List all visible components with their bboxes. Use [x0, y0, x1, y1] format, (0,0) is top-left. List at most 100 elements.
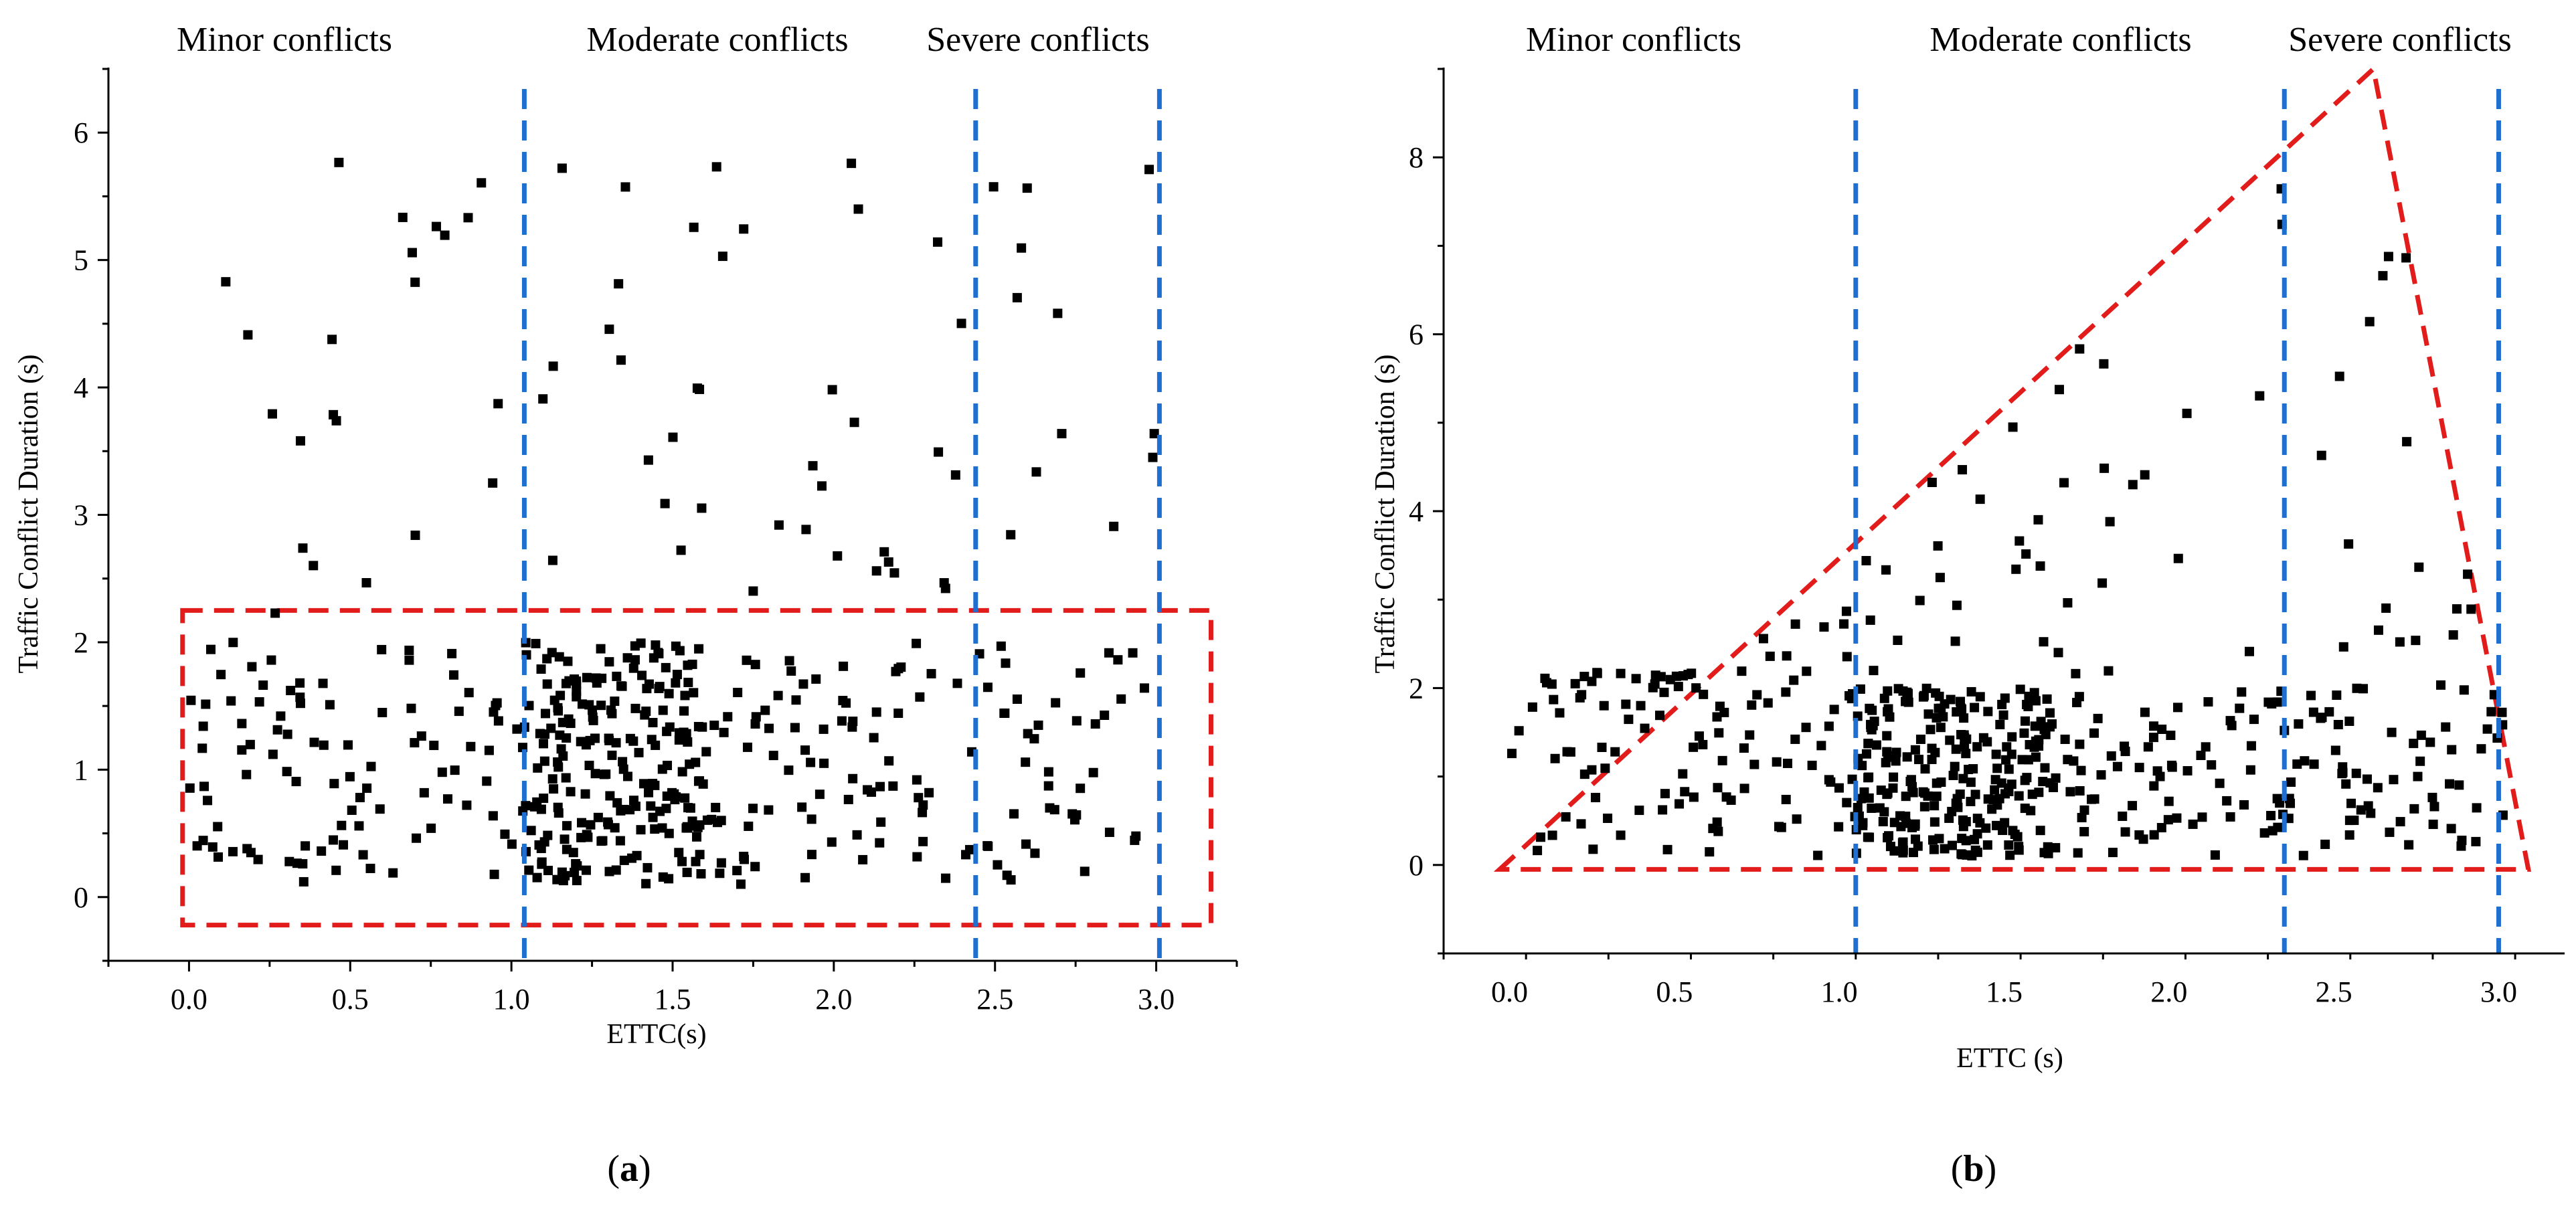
data-point-a [507, 839, 517, 849]
data-point-a [806, 757, 816, 767]
data-point-b [1972, 742, 1982, 752]
data-point-a [940, 583, 950, 593]
data-point-a [186, 695, 196, 705]
data-point-b [2001, 755, 2011, 765]
data-point-a [680, 690, 690, 701]
data-point-a [683, 677, 693, 687]
data-point-a [462, 800, 472, 810]
data-point-b [2385, 827, 2395, 837]
data-point-a [1090, 719, 1100, 729]
data-point-a [1002, 870, 1012, 880]
data-point-b [2337, 769, 2347, 779]
data-point-a [924, 787, 934, 798]
data-point-a [561, 773, 571, 783]
data-point-b [2215, 778, 2225, 788]
data-point-b [2004, 764, 2014, 774]
data-point-b [1747, 700, 1757, 710]
data-point-a [691, 856, 701, 866]
data-point-b [1807, 760, 1817, 770]
y-tick-label-a: 5 [74, 244, 88, 277]
data-point-b [2411, 636, 2421, 646]
x-tick-label-b: 1.5 [1986, 976, 2023, 1008]
data-point-b [1883, 686, 1893, 696]
data-point-b [1665, 674, 1675, 684]
data-point-b [2093, 713, 2103, 723]
data-point-a [682, 867, 692, 877]
data-point-a [817, 481, 827, 491]
data-point-a [655, 806, 665, 816]
data-point-a [654, 649, 664, 659]
y-axis-label-a: Traffic Conflict Duration (s) [13, 354, 44, 673]
data-point-a [819, 724, 829, 734]
data-point-b [1907, 781, 1917, 792]
data-point-a [736, 879, 746, 889]
data-point-a [982, 682, 993, 692]
data-point-a [404, 645, 414, 655]
data-point-a [1012, 694, 1022, 704]
data-point-b [1507, 749, 1517, 759]
divider-lines-a [521, 89, 1162, 961]
data-point-a [827, 837, 837, 847]
data-point-a [875, 838, 885, 848]
data-point-b [1597, 742, 1607, 752]
divider-lines-b [1853, 89, 2501, 953]
x-tick-label-a: 1.0 [493, 983, 530, 1016]
data-point-b [2409, 804, 2419, 814]
data-point-a [871, 566, 881, 576]
data-point-b [2459, 685, 2469, 695]
data-point-b [1966, 777, 1976, 787]
data-point-b [2071, 668, 2081, 678]
data-point-b [1960, 742, 1970, 752]
data-point-a [228, 846, 238, 856]
x-tick-label-b: 2.5 [2316, 976, 2352, 1008]
data-point-a [697, 503, 707, 513]
data-point-b [1689, 742, 1699, 752]
y-tick-label-a: 3 [74, 499, 88, 532]
data-point-a [806, 814, 817, 824]
data-point-a [1149, 429, 1159, 439]
data-point-b [2014, 536, 2025, 546]
data-point-a [199, 781, 209, 792]
data-point-a [636, 825, 646, 835]
data-point-b [1996, 778, 2006, 788]
data-point-a [272, 725, 282, 735]
data-point-a [915, 692, 925, 702]
data-point-b [1749, 759, 1759, 769]
x-tick-label-a: 0.5 [332, 983, 369, 1016]
data-point-a [226, 696, 236, 706]
data-point-a [849, 417, 859, 428]
axes-b [1433, 68, 2565, 959]
data-point-a [555, 690, 566, 701]
data-point-b [1717, 755, 1727, 765]
data-point-b [2259, 828, 2269, 838]
data-point-a [548, 361, 558, 371]
data-point-a [1006, 530, 1016, 540]
data-point-a [664, 688, 674, 699]
data-point-a [607, 750, 617, 760]
data-point-b [2140, 707, 2150, 717]
data-point-a [334, 157, 344, 167]
data-point-a [866, 787, 876, 797]
data-point-a [1076, 668, 1086, 678]
data-point-b [1958, 822, 1968, 832]
data-point-b [2076, 765, 2086, 775]
data-point-b [1533, 846, 1543, 856]
data-point-a [658, 705, 668, 715]
data-point-a [1031, 467, 1041, 477]
data-point-a [547, 648, 557, 658]
data-point-a [347, 805, 357, 815]
data-point-a [593, 812, 603, 822]
data-point-b [2415, 756, 2425, 766]
data-point-a [1104, 827, 1114, 837]
data-point-b [2149, 781, 2159, 791]
data-point-a [1080, 866, 1090, 876]
data-point-b [2298, 850, 2308, 860]
data-point-a [692, 383, 702, 393]
data-point-b [1948, 770, 1958, 780]
data-point-b [1579, 672, 1590, 682]
data-point-a [876, 817, 886, 827]
data-point-a [443, 794, 453, 804]
data-point-b [2225, 716, 2235, 726]
data-point-a [1128, 648, 1138, 658]
